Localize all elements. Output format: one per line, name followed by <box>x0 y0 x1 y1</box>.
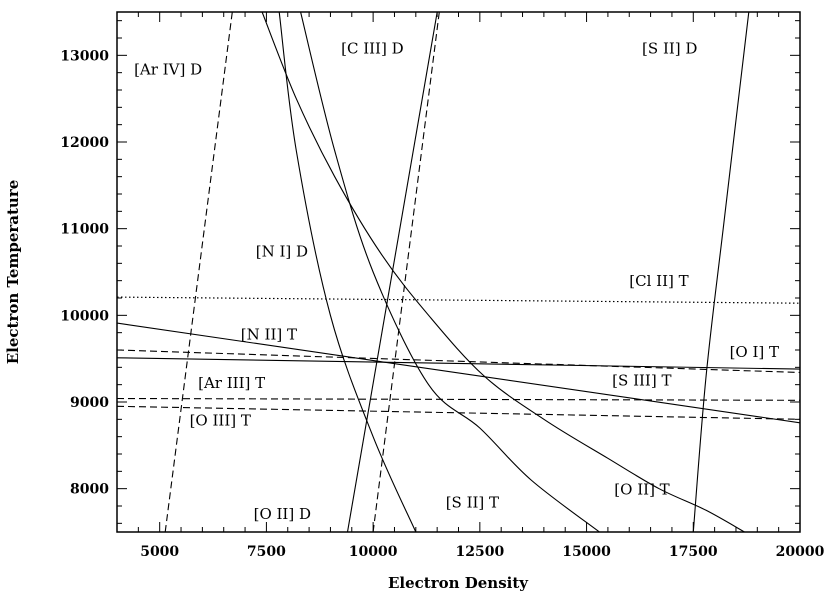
curve-ariv-d <box>164 12 233 532</box>
curve-label-sii-t: [S II] T <box>446 494 499 512</box>
curve-label-ciii-d: [C III] D <box>341 40 404 58</box>
x-tick-labels: 5000 7500 10000 12500 15000 17500 20000 <box>140 544 824 560</box>
y-axis-label: Electron Temperature <box>4 180 22 365</box>
x-tick-label: 10000 <box>349 544 398 560</box>
y-tick-label: 8000 <box>70 482 109 498</box>
curve-ariii-t <box>117 397 800 401</box>
curve-cli-t <box>117 296 800 304</box>
curve-oiii-t <box>117 405 800 420</box>
curve-label-oi-t: [O I] T <box>730 343 779 361</box>
y-tick-label: 13000 <box>60 48 109 64</box>
plot-frame <box>116 11 801 533</box>
y-tick-label: 9000 <box>70 395 109 411</box>
curve-labels-layer: [Ar IV] D [C III] D [S II] D [N I] D [O II] … <box>134 40 779 523</box>
curve-ciii-d <box>372 12 440 532</box>
curve-label-oii-t: [O II] T <box>614 481 669 499</box>
curve-sii-t <box>278 12 417 532</box>
curves-clip-group <box>117 12 800 532</box>
curve-label-oiii-t: [O III] T <box>190 411 251 429</box>
x-axis-label: Electron Density <box>388 574 529 592</box>
curve-label-nii-t: [N II] T <box>241 326 297 344</box>
x-tick-label: 7500 <box>247 544 286 560</box>
curve-oii-d <box>346 12 438 532</box>
curve-oi-t <box>117 357 800 370</box>
curve-oii-t <box>300 12 600 532</box>
y-tick-labels: 8000 9000 10000 11000 12000 13000 <box>60 48 109 497</box>
curve-sii-d <box>692 12 750 532</box>
ticks-layer <box>116 12 801 532</box>
x-tick-label: 17500 <box>669 544 718 560</box>
curve-label-ariii-t: [Ar III] T <box>198 374 265 392</box>
curve-label-oii-d: [O II] D <box>254 505 311 523</box>
x-tick-label: 15000 <box>562 544 611 560</box>
y-tick-label: 10000 <box>60 308 109 324</box>
curve-label-ariv-d: [Ar IV] D <box>134 60 202 78</box>
x-tick-label: 5000 <box>140 544 179 560</box>
x-tick-label: 20000 <box>776 544 825 560</box>
curve-nii-t <box>117 322 800 424</box>
curve-label-cli-t: [Cl II] T <box>629 272 688 290</box>
curve-label-sii-d: [S II] D <box>642 40 697 58</box>
y-tick-label: 11000 <box>60 222 109 238</box>
y-tick-label: 12000 <box>60 135 109 151</box>
curves-layer <box>117 12 800 532</box>
curve-label-siii-t: [S III] T <box>612 372 671 390</box>
curve-siii-t <box>117 349 800 374</box>
x-tick-label: 12500 <box>455 544 504 560</box>
curve-label-ni-d: [N I] D <box>256 242 308 260</box>
